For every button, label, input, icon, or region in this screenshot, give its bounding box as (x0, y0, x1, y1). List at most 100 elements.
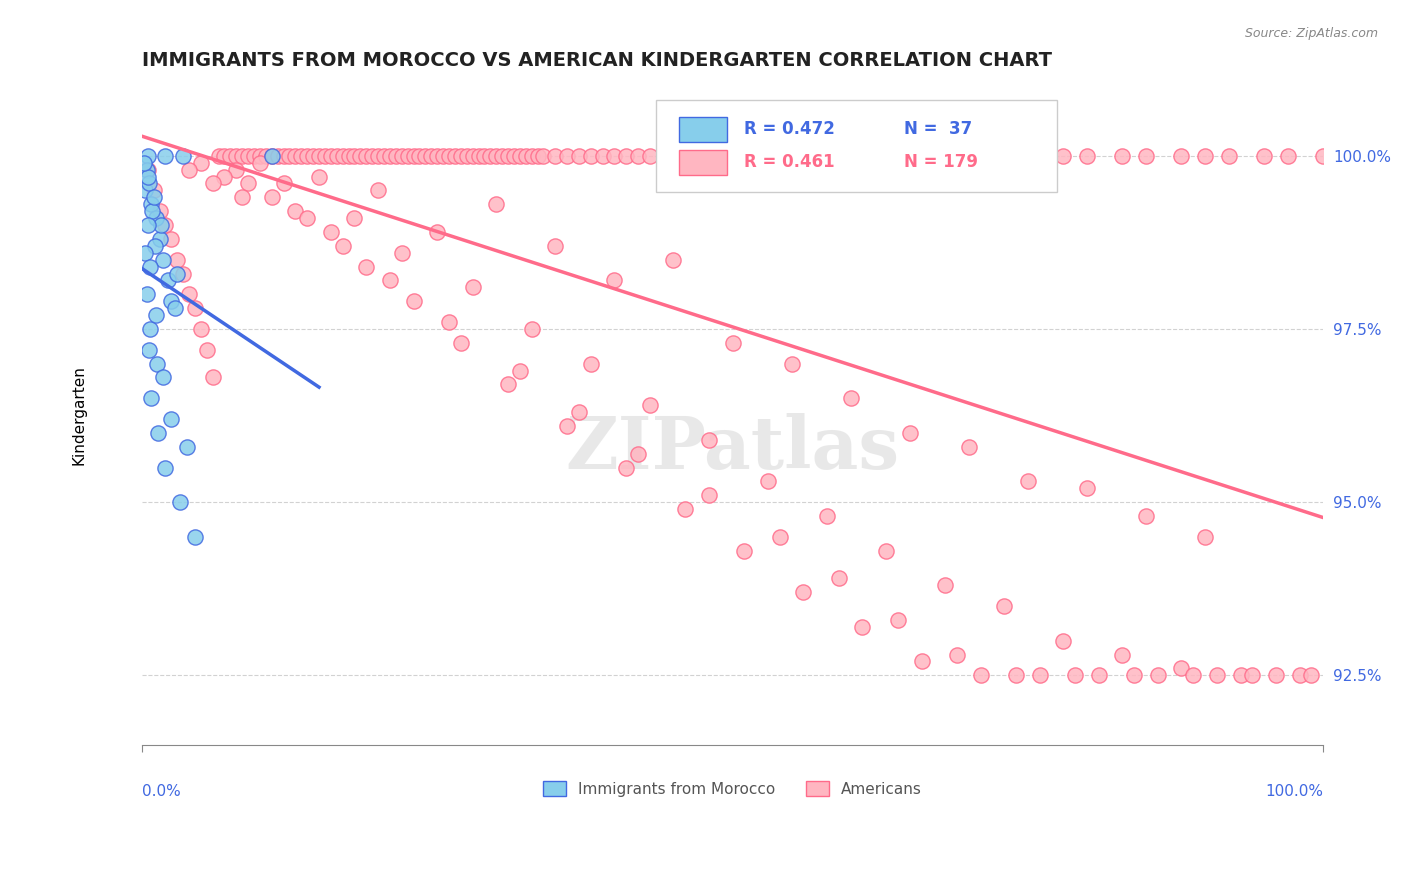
Point (450, 335, 472, 350)
Point (461, 149, 484, 163)
Point (627, 447, 650, 461)
Point (260, 190, 283, 204)
Point (721, 335, 744, 350)
Point (349, 149, 371, 163)
Point (160, 232, 183, 246)
Point (496, 149, 519, 163)
Point (1170, 149, 1192, 163)
Point (148, 232, 170, 246)
Point (172, 267, 194, 281)
Point (1052, 633, 1074, 648)
Point (201, 177, 224, 191)
Point (148, 204, 170, 219)
Point (1312, 149, 1334, 163)
Point (1123, 668, 1146, 682)
Point (875, 543, 897, 558)
Point (356, 149, 378, 163)
Point (145, 211, 167, 226)
Text: 0.0%: 0.0% (142, 784, 180, 799)
Point (969, 668, 991, 682)
Point (135, 162, 157, 177)
Point (1052, 149, 1074, 163)
FancyBboxPatch shape (679, 151, 727, 176)
Point (356, 260, 378, 274)
Point (579, 357, 602, 371)
Point (143, 239, 166, 253)
Point (1288, 668, 1310, 682)
Point (225, 149, 247, 163)
Text: R = 0.472: R = 0.472 (744, 120, 835, 138)
Point (231, 149, 253, 163)
Point (177, 162, 200, 177)
Point (426, 225, 449, 239)
Point (780, 357, 803, 371)
Point (415, 149, 437, 163)
FancyBboxPatch shape (655, 100, 1057, 192)
Point (1241, 668, 1264, 682)
Point (391, 149, 413, 163)
Point (603, 149, 626, 163)
Point (1182, 668, 1205, 682)
Point (1135, 149, 1157, 163)
Point (385, 149, 408, 163)
Point (662, 149, 685, 163)
Point (898, 425, 921, 440)
Text: N = 179: N = 179 (904, 153, 977, 171)
Point (426, 149, 449, 163)
Point (474, 149, 496, 163)
Point (520, 322, 543, 336)
Point (141, 197, 163, 211)
Point (485, 197, 508, 211)
Point (520, 149, 543, 163)
Point (1253, 149, 1275, 163)
Point (898, 149, 921, 163)
Point (934, 578, 956, 592)
Point (1076, 149, 1098, 163)
Point (290, 149, 312, 163)
Text: N =  37: N = 37 (904, 120, 972, 138)
Point (139, 260, 162, 274)
Point (225, 162, 247, 177)
Point (437, 315, 460, 329)
Point (166, 252, 188, 267)
Point (638, 398, 661, 412)
Point (839, 391, 862, 405)
Point (496, 377, 519, 392)
Point (260, 149, 283, 163)
Point (236, 177, 259, 191)
Point (420, 149, 443, 163)
Point (134, 245, 156, 260)
Point (981, 149, 1004, 163)
Point (402, 149, 425, 163)
Point (1028, 668, 1050, 682)
Point (142, 190, 165, 204)
Point (295, 211, 318, 226)
Point (337, 149, 360, 163)
Point (367, 183, 389, 197)
Point (184, 301, 207, 315)
Point (160, 412, 183, 426)
Point (391, 245, 413, 260)
Point (721, 149, 744, 163)
Point (1218, 149, 1240, 163)
Point (176, 440, 198, 454)
Point (146, 357, 169, 371)
Point (887, 613, 910, 627)
Point (603, 273, 626, 287)
Point (568, 149, 591, 163)
Point (152, 370, 174, 384)
Point (769, 530, 792, 544)
Point (138, 343, 160, 357)
Point (1147, 668, 1170, 682)
Point (149, 218, 172, 232)
Point (332, 149, 354, 163)
Point (266, 149, 288, 163)
Point (456, 149, 478, 163)
Text: R = 0.461: R = 0.461 (744, 153, 835, 171)
Point (214, 149, 236, 163)
Point (756, 475, 779, 489)
Point (745, 149, 768, 163)
Point (148, 425, 170, 440)
Point (815, 508, 838, 523)
Point (145, 308, 167, 322)
